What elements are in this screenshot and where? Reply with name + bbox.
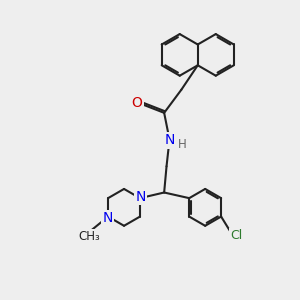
Text: O: O — [131, 96, 142, 110]
Text: N: N — [135, 190, 146, 204]
Text: Cl: Cl — [230, 229, 243, 242]
Text: H: H — [178, 138, 186, 152]
Text: N: N — [102, 211, 113, 225]
Text: N: N — [165, 133, 175, 147]
Text: CH₃: CH₃ — [78, 230, 100, 243]
